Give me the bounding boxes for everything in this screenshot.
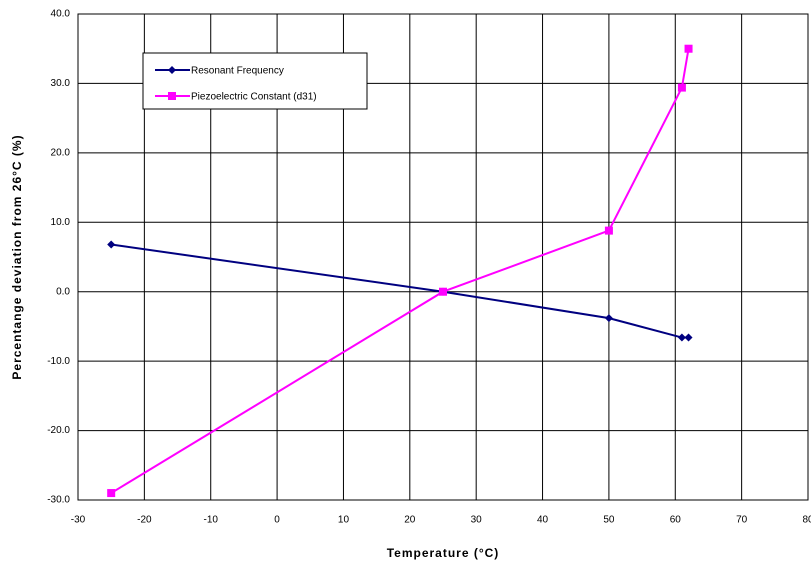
y-tick-label: -20.0 (47, 425, 70, 436)
legend-label: Piezoelectric Constant (d31) (191, 92, 317, 103)
point (107, 489, 115, 497)
point (685, 45, 693, 53)
point (107, 241, 115, 249)
x-tick-label: 20 (404, 515, 416, 526)
x-tick-label: 40 (537, 515, 549, 526)
x-tick-label: 10 (338, 515, 350, 526)
x-tick-label: 80 (802, 515, 811, 526)
x-tick-label: 70 (736, 515, 748, 526)
chart: Temperature (°C) Percentange deviation f… (0, 0, 811, 565)
x-tick-label: 50 (603, 515, 615, 526)
y-tick-label: 20.0 (51, 147, 71, 158)
y-tick-label: -10.0 (47, 356, 70, 367)
x-tick-label: -30 (71, 515, 86, 526)
x-tick-label: 60 (670, 515, 682, 526)
y-tick-label: -30.0 (47, 495, 70, 506)
y-tick-label: 0.0 (56, 286, 70, 297)
x-tick-label: 0 (274, 515, 280, 526)
y-tick-label: 40.0 (51, 9, 71, 20)
point (678, 84, 686, 92)
legend-marker (168, 92, 176, 100)
point (605, 227, 613, 235)
point (439, 288, 447, 296)
y-tick-label: 30.0 (51, 78, 71, 89)
y-axis-title: Percentange deviation from 26°C (%) (10, 134, 24, 379)
x-tick-label: -20 (137, 515, 152, 526)
point (685, 334, 693, 342)
x-axis-title: Temperature (°C) (387, 546, 500, 560)
series-line (111, 245, 688, 338)
legend-label: Resonant Frequency (191, 66, 284, 77)
x-tick-label: -10 (204, 515, 219, 526)
series-line (111, 49, 688, 493)
x-tick-label: 30 (471, 515, 483, 526)
y-tick-label: 10.0 (51, 217, 71, 228)
point (605, 314, 613, 322)
